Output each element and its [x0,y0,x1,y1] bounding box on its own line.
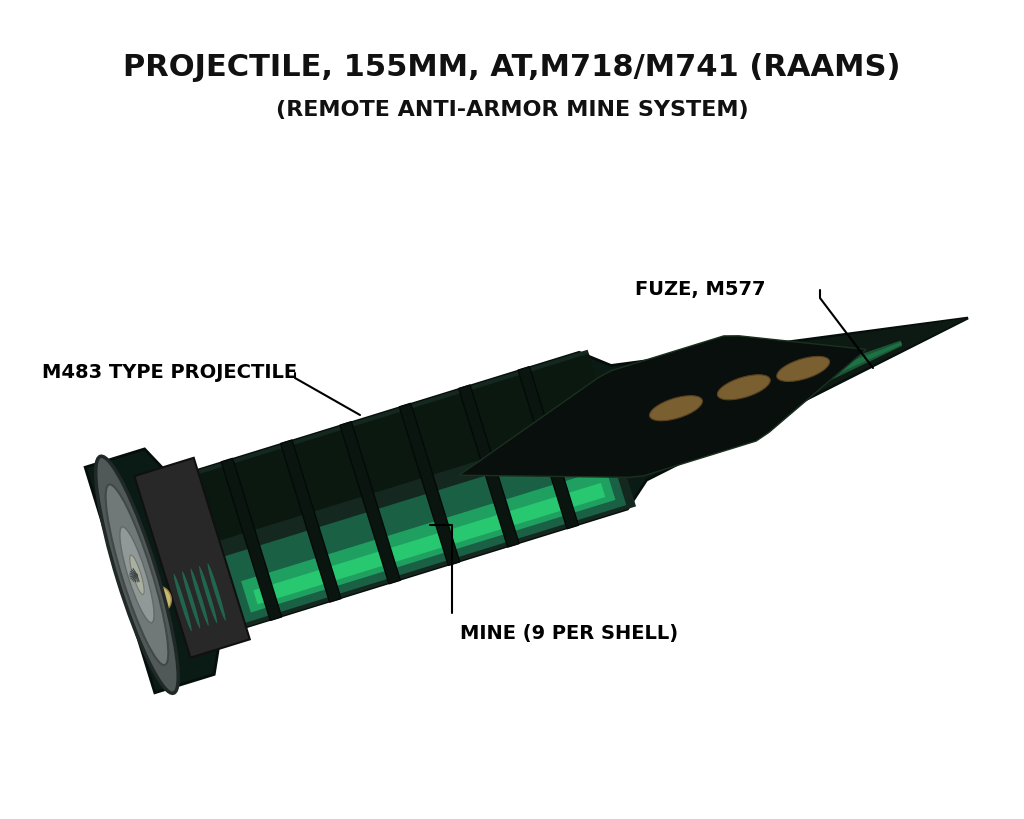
Ellipse shape [130,555,144,595]
Polygon shape [615,341,902,478]
Ellipse shape [182,571,201,628]
Polygon shape [224,438,627,623]
Polygon shape [85,318,968,693]
Polygon shape [241,468,615,613]
Polygon shape [518,367,579,529]
Polygon shape [340,422,400,584]
Polygon shape [459,336,866,477]
Polygon shape [459,385,519,547]
Ellipse shape [208,563,225,621]
Ellipse shape [105,485,168,665]
Ellipse shape [190,568,209,626]
Ellipse shape [718,375,770,400]
Text: (REMOTE ANTI-ARMOR MINE SYSTEM): (REMOTE ANTI-ARMOR MINE SYSTEM) [275,100,749,120]
Polygon shape [253,483,605,604]
Polygon shape [594,318,968,486]
Polygon shape [173,354,609,549]
Polygon shape [156,468,228,647]
Polygon shape [281,440,341,602]
Text: FUZE, M577: FUZE, M577 [635,280,766,300]
Ellipse shape [649,396,702,421]
Polygon shape [134,458,250,658]
Ellipse shape [120,527,154,622]
Text: PROJECTILE, 155MM, AT,M718/M741 (RAAMS): PROJECTILE, 155MM, AT,M718/M741 (RAAMS) [123,53,901,83]
Ellipse shape [199,566,217,623]
Ellipse shape [143,586,171,614]
Polygon shape [221,459,282,621]
Ellipse shape [174,574,191,631]
Ellipse shape [95,456,178,694]
Text: MINE (9 PER SHELL): MINE (9 PER SHELL) [460,623,678,642]
Polygon shape [399,403,460,565]
Ellipse shape [777,356,829,382]
Polygon shape [618,342,902,469]
Text: M483 TYPE PROJECTILE: M483 TYPE PROJECTILE [42,364,297,382]
Polygon shape [172,350,636,635]
